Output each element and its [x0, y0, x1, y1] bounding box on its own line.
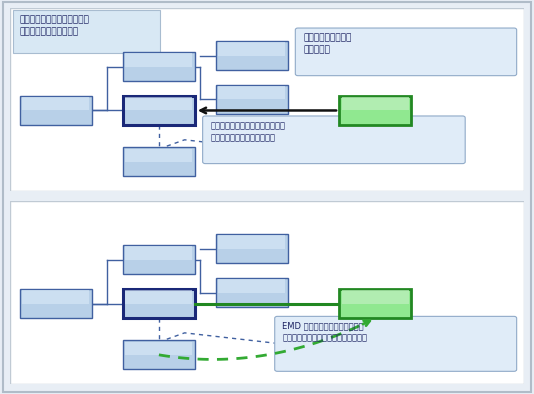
FancyBboxPatch shape: [10, 8, 524, 191]
FancyBboxPatch shape: [123, 147, 195, 177]
FancyBboxPatch shape: [216, 85, 288, 114]
FancyBboxPatch shape: [342, 97, 409, 110]
FancyBboxPatch shape: [125, 53, 192, 67]
FancyBboxPatch shape: [20, 289, 92, 318]
FancyBboxPatch shape: [218, 279, 285, 292]
Text: ツリーに接続される
新しい要素: ツリーに接続される 新しい要素: [303, 33, 351, 54]
Text: 既存の埋め込みツリーおよび
参照リレーションシップ: 既存の埋め込みツリーおよび 参照リレーションシップ: [20, 15, 90, 36]
FancyBboxPatch shape: [125, 290, 192, 303]
FancyBboxPatch shape: [125, 149, 192, 162]
FancyBboxPatch shape: [20, 96, 92, 125]
FancyBboxPatch shape: [123, 245, 195, 274]
FancyBboxPatch shape: [22, 290, 89, 303]
FancyBboxPatch shape: [339, 96, 411, 125]
FancyBboxPatch shape: [342, 290, 409, 303]
FancyBboxPatch shape: [125, 342, 192, 355]
FancyBboxPatch shape: [125, 246, 192, 260]
FancyBboxPatch shape: [216, 41, 288, 70]
FancyBboxPatch shape: [125, 97, 192, 110]
FancyBboxPatch shape: [274, 316, 517, 371]
FancyBboxPatch shape: [295, 28, 517, 76]
FancyBboxPatch shape: [216, 234, 288, 263]
Text: EMD は、作成する新しいリンク
（およびオブジェクト）を決定します: EMD は、作成する新しいリンク （およびオブジェクト）を決定します: [282, 322, 367, 343]
Text: ユーザーは、新しい要素を既存の
ターゲットにドロップします: ユーザーは、新しい要素を既存の ターゲットにドロップします: [210, 121, 285, 142]
FancyBboxPatch shape: [218, 42, 285, 56]
FancyBboxPatch shape: [339, 289, 411, 318]
FancyBboxPatch shape: [123, 52, 195, 81]
FancyBboxPatch shape: [22, 97, 89, 110]
FancyBboxPatch shape: [10, 201, 524, 384]
FancyBboxPatch shape: [123, 289, 195, 318]
FancyBboxPatch shape: [216, 278, 288, 307]
FancyBboxPatch shape: [218, 86, 285, 100]
FancyBboxPatch shape: [123, 340, 195, 370]
FancyBboxPatch shape: [13, 11, 160, 53]
FancyBboxPatch shape: [218, 235, 285, 249]
FancyBboxPatch shape: [123, 96, 195, 125]
FancyBboxPatch shape: [203, 116, 465, 164]
